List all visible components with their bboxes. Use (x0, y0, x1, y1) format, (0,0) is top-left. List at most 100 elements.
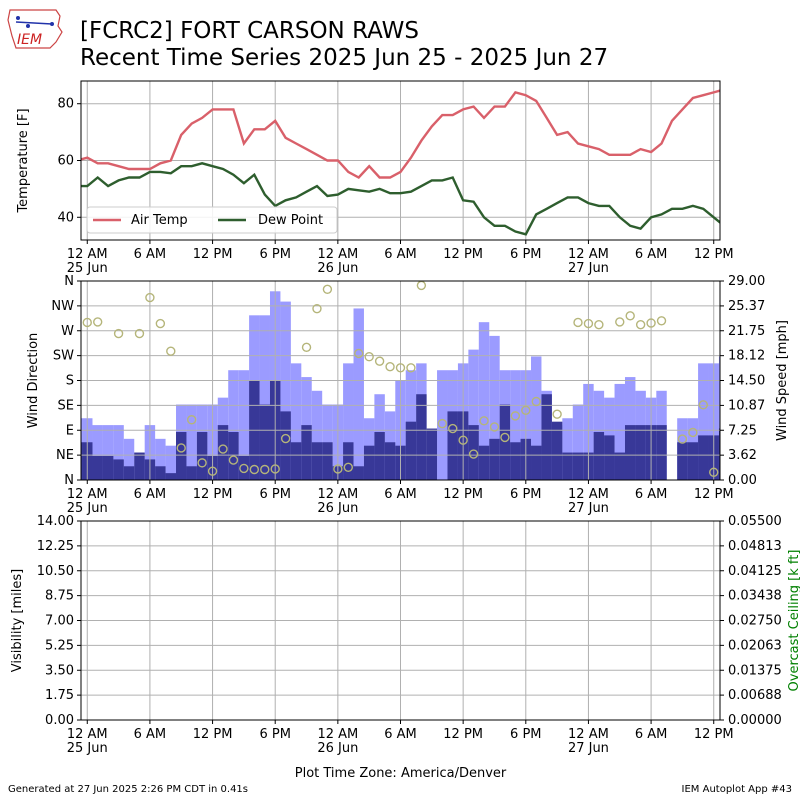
gust-bar (102, 425, 114, 480)
speed-bar (102, 455, 114, 480)
generated-note: Generated at 27 Jun 2025 2:26 PM CDT in … (8, 784, 249, 795)
gust-bar (468, 349, 479, 480)
speed-bar (374, 431, 385, 480)
direction-marker (709, 467, 719, 477)
speed-bar (614, 452, 625, 480)
direction-marker (458, 435, 468, 445)
ceiling-tick-label: 0.03438 (728, 589, 782, 604)
x-tick-label: 12 PM (193, 727, 233, 742)
direction-marker (218, 444, 228, 454)
speed-bar (259, 404, 270, 480)
direction-marker (312, 303, 322, 314)
gust-bar (280, 301, 291, 480)
x-tick-label: 12 AM (568, 727, 609, 742)
visibility-tick-label: 12.25 (37, 539, 74, 554)
ceiling-tick-label: 0.01375 (728, 663, 782, 678)
x-tick-label: 12 PM (193, 247, 233, 262)
gust-bar (259, 315, 270, 480)
x-tick-date: 27 Jun (568, 261, 609, 276)
direction-marker (510, 411, 521, 421)
speed-bar (531, 445, 542, 480)
x-tick-label: 12 AM (317, 247, 358, 262)
x-tick-label: 6 AM (384, 487, 417, 502)
direction-marker (437, 418, 447, 429)
direction-marker (260, 464, 270, 475)
speed-bar (81, 442, 83, 480)
speed-bar (572, 452, 584, 480)
ceiling-tick-label: 0.00688 (728, 688, 782, 703)
gust-bar (155, 438, 166, 480)
x-tick-label: 6 AM (635, 487, 668, 502)
speed-bar (405, 421, 417, 480)
x-tick-label: 6 PM (510, 727, 541, 742)
gust-bar (92, 425, 103, 480)
direction-marker (594, 319, 604, 330)
direction-marker (374, 356, 385, 366)
direction-marker (635, 319, 646, 330)
visibility-tick-label: 10.50 (37, 564, 74, 579)
ceiling-tick-label: 0.02063 (728, 638, 782, 653)
x-tick-label: 12 AM (317, 487, 358, 502)
wind-speed-axis-label: Wind Speed [mph] (775, 320, 790, 441)
visibility-tick-label: 1.75 (45, 688, 74, 703)
ceiling-axis-label: Overcast Ceiling [k ft] (787, 550, 800, 692)
gust-bar (437, 370, 448, 480)
x-tick-label: 12 PM (443, 727, 483, 742)
timezone-label: Plot Time Zone: America/Denver (295, 766, 507, 781)
gust-bar (698, 363, 709, 480)
axes-frame (80, 280, 721, 481)
speed-bar (123, 466, 135, 480)
gust-bar (572, 404, 584, 480)
speed-bar (165, 473, 177, 480)
speed-tick-label: 14.50 (728, 374, 765, 389)
speed-tick-label: 21.75 (728, 324, 765, 339)
title-line-1: [FCRC2] FORT CARSON RAWS (80, 18, 419, 44)
direction-marker (364, 352, 374, 362)
direction-marker (354, 348, 364, 359)
ceiling-tick-label: 0.00000 (728, 713, 782, 728)
direction-marker (343, 462, 353, 472)
direction-marker (186, 415, 197, 425)
visibility-tick-label: 7.00 (45, 614, 74, 629)
gust-bar (186, 404, 197, 480)
speed-bar (416, 394, 427, 480)
direction-tick-label: SE (58, 398, 74, 413)
speed-bar (322, 442, 333, 480)
direction-tick-label: W (61, 324, 74, 339)
speed-tick-label: 7.25 (728, 423, 757, 438)
direction-marker (406, 363, 416, 373)
speed-bar (311, 442, 323, 480)
direction-marker (145, 292, 155, 303)
speed-bar (468, 425, 479, 480)
direction-marker (270, 464, 280, 474)
direction-marker (625, 311, 635, 321)
x-tick-date: 26 Jun (317, 261, 358, 276)
legend: Air Temp Dew Point (86, 206, 338, 234)
speed-bar (196, 431, 208, 480)
speed-bar (687, 442, 699, 480)
x-tick-label: 6 PM (259, 247, 290, 262)
direction-marker (448, 423, 458, 434)
gust-bar (343, 363, 354, 480)
x-tick-label: 12 AM (568, 487, 609, 502)
direction-marker (333, 464, 343, 474)
direction-marker (656, 316, 667, 326)
direction-marker (134, 328, 145, 339)
direction-marker (82, 317, 92, 328)
direction-tick-label: E (66, 423, 74, 438)
x-tick-label: 12 PM (443, 247, 483, 262)
speed-bar (384, 442, 396, 480)
speed-bar (155, 466, 166, 480)
x-tick-label: 12 AM (67, 487, 108, 502)
wind-direction-axis-label: Wind Direction (26, 333, 41, 429)
direction-marker (166, 346, 176, 356)
direction-marker (395, 363, 406, 373)
iem-logo-icon: IEM (7, 9, 63, 49)
direction-marker (81, 320, 82, 326)
gust-bar (290, 363, 302, 480)
logo-text: IEM (17, 32, 42, 48)
x-tick-label: 6 AM (134, 487, 167, 502)
axes-frame (80, 80, 721, 241)
speed-bar (478, 445, 490, 480)
